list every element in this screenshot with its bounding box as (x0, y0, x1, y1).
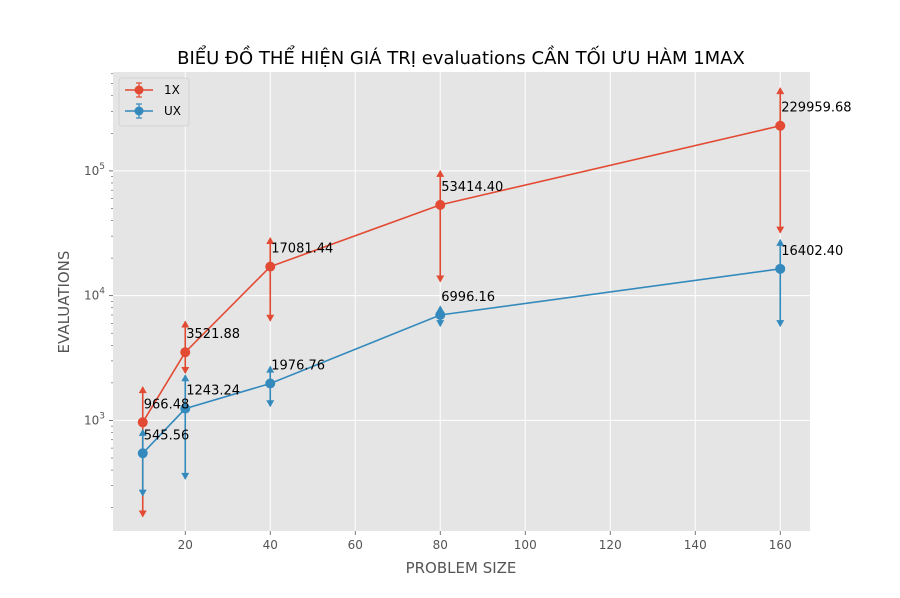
ticks: 20 40 60 80 100 120 140 160 103 104 105 (84, 73, 792, 552)
error-cap-upper (776, 87, 785, 95)
data-point (435, 199, 446, 210)
error-cap-lower (266, 314, 275, 322)
y-tick-label: 104 (84, 287, 105, 303)
data-label: 1243.24 (186, 384, 240, 399)
legend-label: UX (164, 104, 181, 118)
error-cap-lower (266, 400, 275, 408)
x-tick-label: 40 (263, 538, 278, 552)
x-tick-label: 120 (599, 538, 622, 552)
error-cap-lower (181, 366, 190, 374)
error-cap-upper (181, 374, 190, 382)
data-point (265, 261, 276, 272)
legend: 1X UX (118, 77, 190, 127)
data-label: 3521.88 (186, 327, 240, 342)
error-cap-lower (181, 472, 190, 480)
data-label: 545.56 (144, 428, 190, 443)
data-label: 53414.40 (441, 180, 503, 195)
y-axis-label: EVALUATIONS (55, 251, 73, 354)
x-tick-label: 60 (348, 538, 363, 552)
data-label: 229959.68 (781, 101, 851, 116)
error-cap-lower (138, 489, 147, 497)
error-cap-upper (181, 320, 190, 328)
data-point (137, 417, 148, 428)
data-label: 1976.76 (271, 359, 325, 374)
data-point (775, 263, 786, 274)
error-cap-lower (776, 226, 785, 234)
error-cap-upper (266, 236, 275, 244)
data-point (775, 120, 786, 131)
y-tick-label: 105 (84, 162, 105, 178)
x-tick-label: 100 (514, 538, 537, 552)
data-label: 16402.40 (781, 244, 843, 259)
data-point (180, 403, 191, 414)
error-cap-lower (436, 275, 445, 283)
x-tick-label: 140 (684, 538, 707, 552)
data-labels: 966.48 3521.88 17081.44 53414.40 229959.68 54… (144, 101, 852, 444)
series-points (137, 120, 786, 459)
x-tick-label: 20 (178, 538, 193, 552)
error-cap-upper (138, 428, 147, 436)
x-tick-label: 160 (769, 538, 792, 552)
error-cap-lower (776, 320, 785, 328)
chart-title: BIỂU ĐỒ THỂ HIỆN GIÁ TRỊ evaluations CẦN… (177, 45, 745, 69)
error-cap-upper (436, 169, 445, 177)
legend-label: 1X (164, 83, 180, 97)
data-label: 17081.44 (271, 242, 333, 257)
x-tick-label: 80 (433, 538, 448, 552)
plot-area (113, 72, 810, 531)
data-point (180, 347, 191, 358)
error-cap-lower (138, 510, 147, 518)
error-cap-lower (436, 320, 445, 328)
y-tick-label: 103 (84, 411, 105, 427)
error-cap-upper (776, 238, 785, 246)
data-label: 6996.16 (441, 290, 495, 305)
data-label: 966.48 (144, 397, 190, 412)
data-point (137, 448, 148, 459)
legend-marker (134, 106, 144, 116)
error-cap-upper (138, 386, 147, 394)
data-point (265, 378, 276, 389)
legend-marker (134, 85, 144, 95)
error-cap-upper (266, 365, 275, 373)
data-point (435, 310, 446, 321)
x-axis-label: PROBLEM SIZE (406, 559, 517, 577)
